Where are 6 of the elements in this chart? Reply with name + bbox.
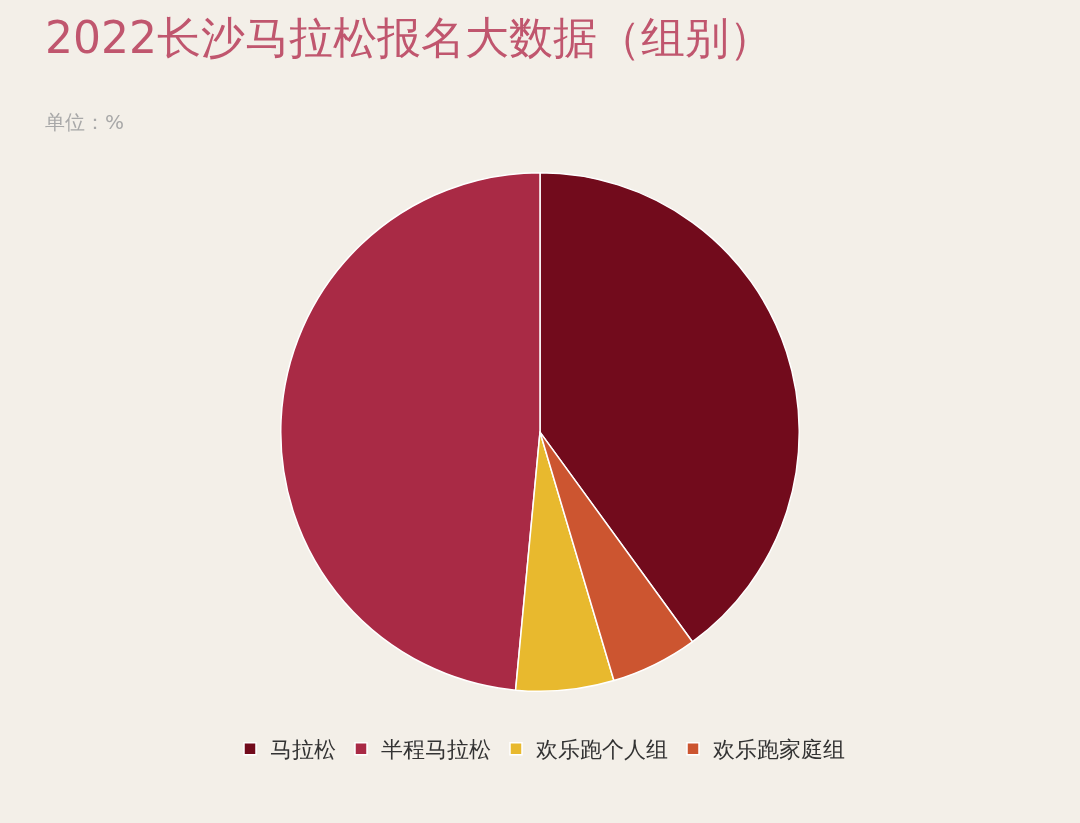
- legend-label: 欢乐跑个人组: [536, 737, 668, 763]
- legend-label: 欢乐跑家庭组: [713, 737, 845, 763]
- legend-label: 马拉松: [270, 737, 336, 763]
- legend-label: 半程马拉松: [381, 737, 491, 763]
- chart-title: 2022长沙马拉松报名大数据（组别）: [45, 12, 773, 63]
- chart-subtitle: 单位：%: [45, 110, 125, 134]
